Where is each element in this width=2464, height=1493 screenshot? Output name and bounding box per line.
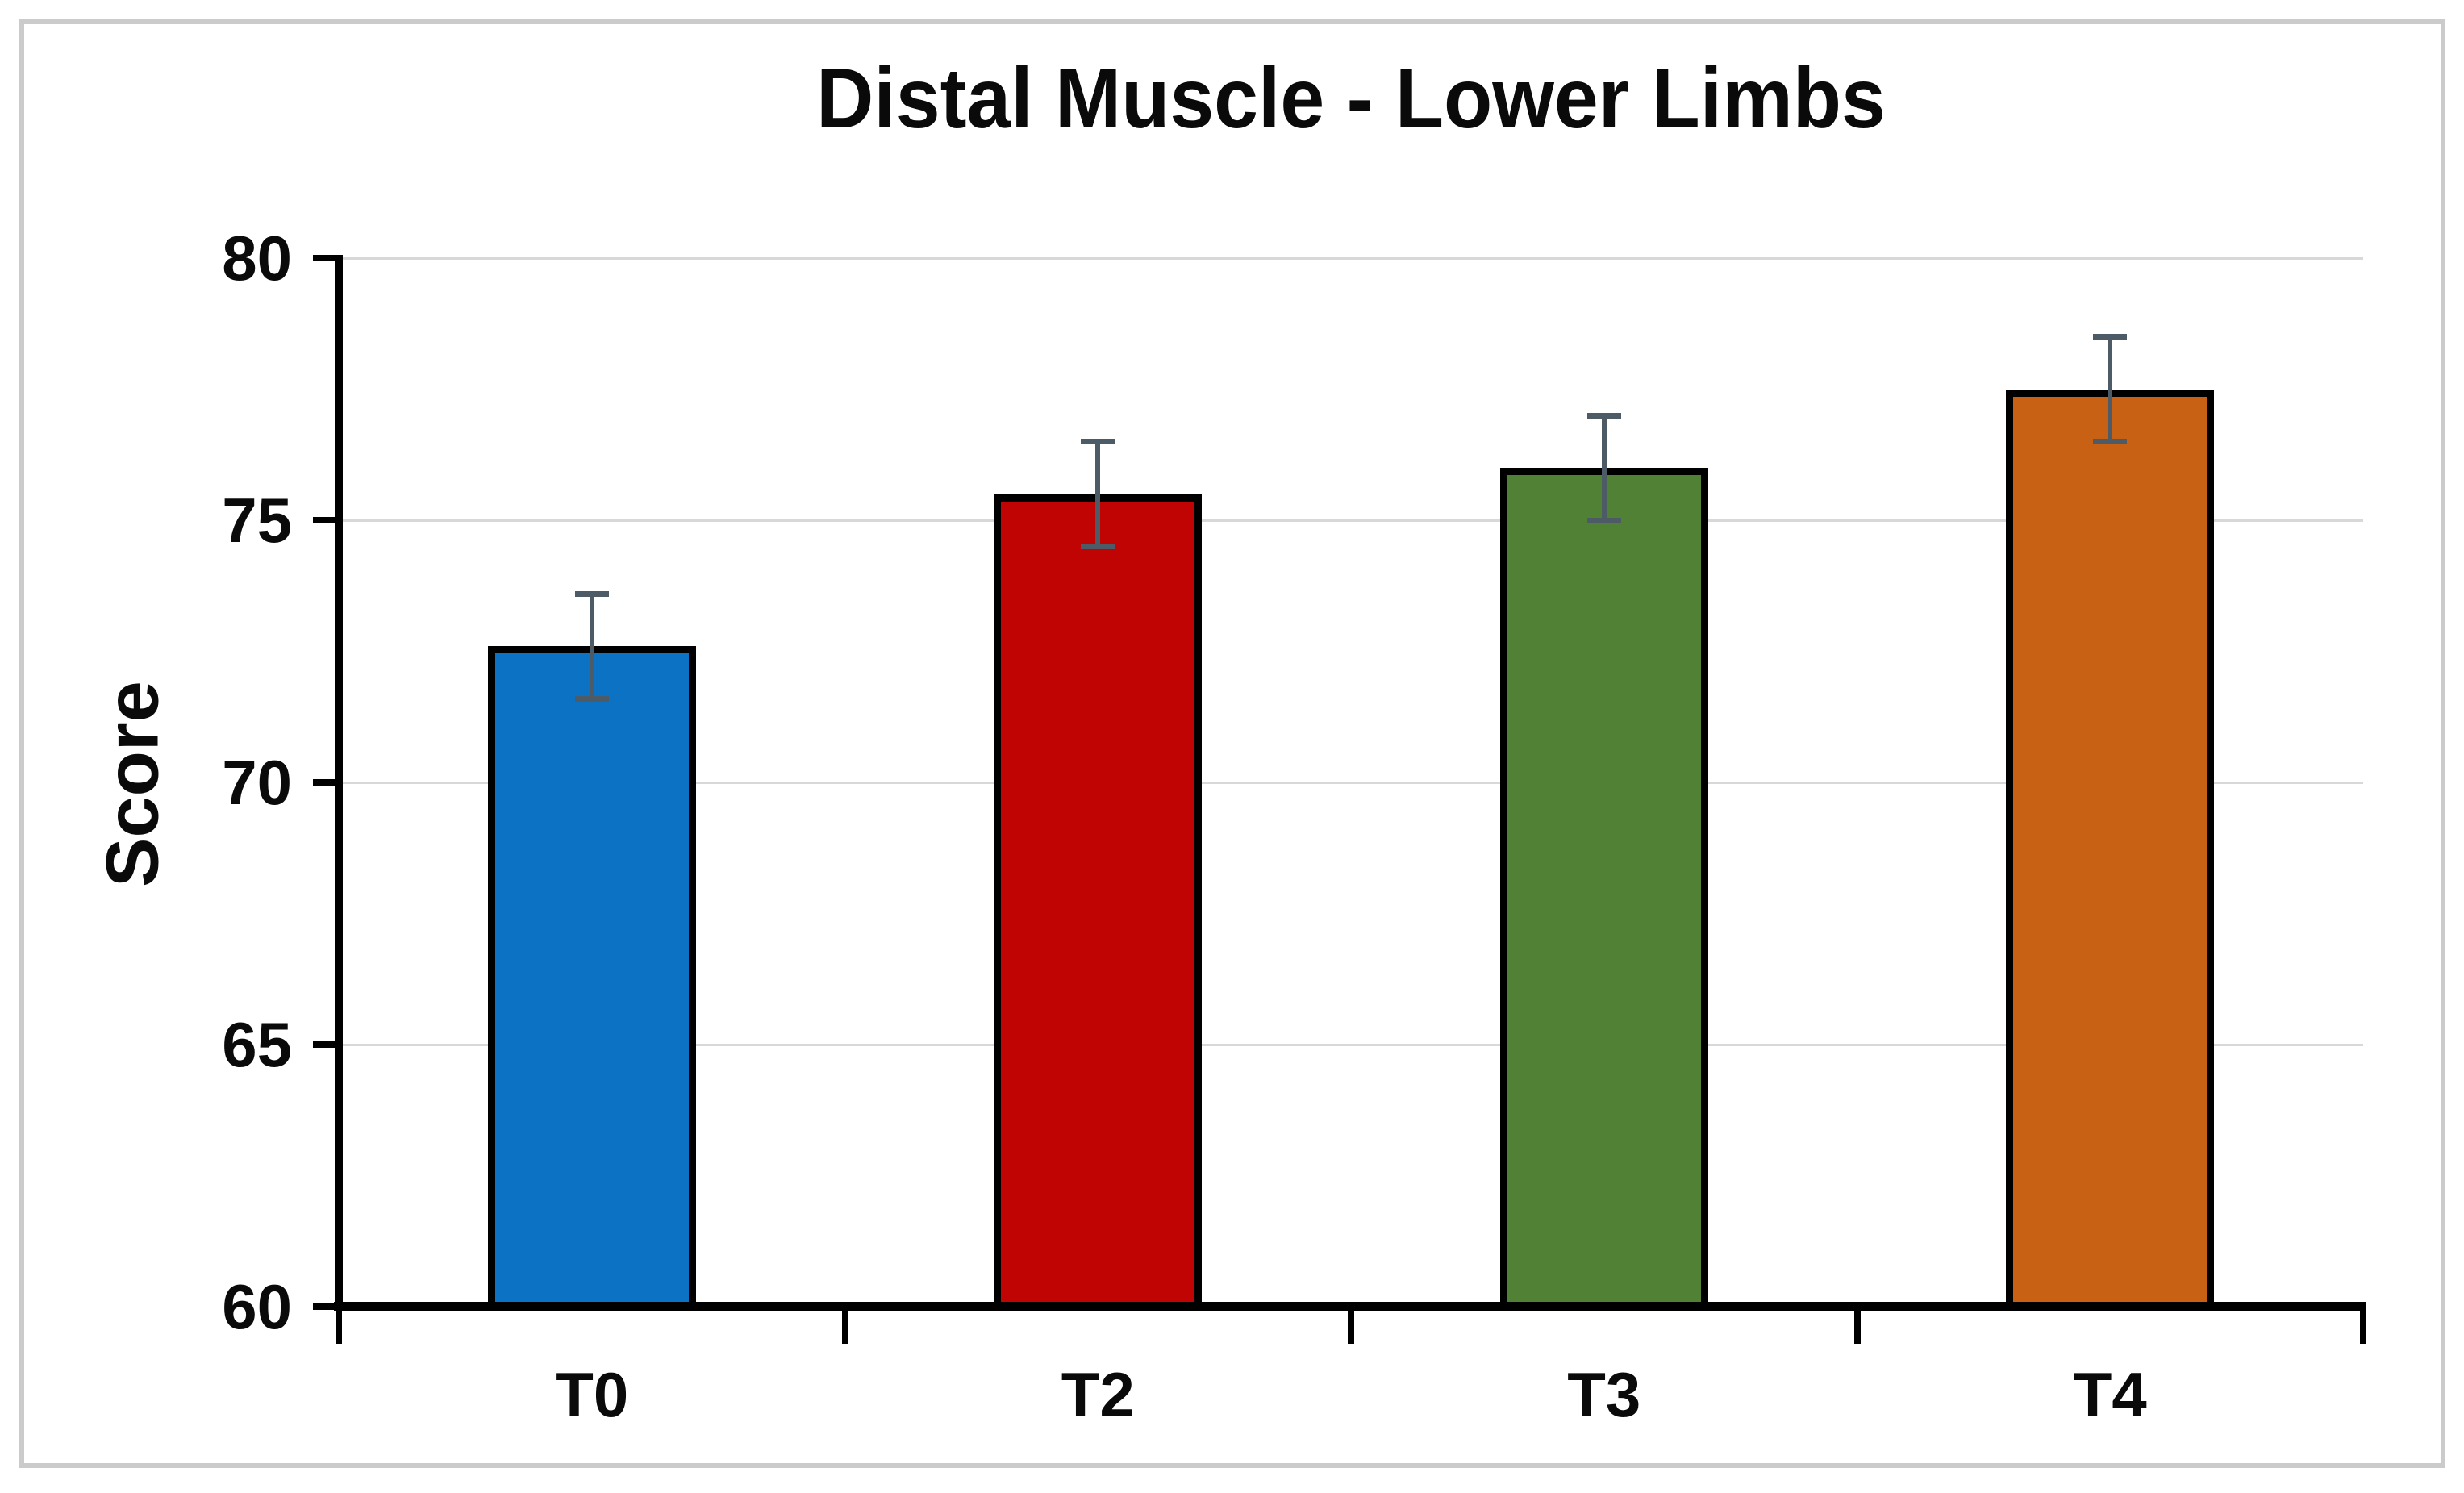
y-tick-label-65: 65 — [222, 1009, 292, 1080]
y-tick-label-60: 60 — [222, 1271, 292, 1342]
x-tick-mark-1 — [841, 1307, 848, 1344]
chart-title: Distal Muscle - Lower Limbs — [816, 51, 1886, 146]
error-bar-cap-bottom-T3 — [1586, 517, 1621, 523]
y-tick-label-70: 70 — [222, 747, 292, 818]
x-tick-label-T3: T3 — [1567, 1359, 1641, 1430]
y-tick-mark-65 — [313, 1041, 335, 1048]
error-bar-T4 — [2108, 336, 2113, 442]
x-tick-label-T4: T4 — [2073, 1359, 2147, 1430]
y-tick-mark-75 — [313, 517, 335, 523]
bar-T4 — [2006, 389, 2215, 1309]
y-tick-label-80: 80 — [222, 223, 292, 294]
y-tick-mark-60 — [313, 1303, 335, 1310]
bar-T3 — [1499, 468, 1708, 1309]
error-bar-cap-bottom-T4 — [2093, 439, 2128, 444]
y-tick-mark-80 — [313, 255, 335, 261]
y-tick-mark-70 — [313, 779, 335, 786]
bar-T2 — [994, 494, 1203, 1309]
x-axis-line — [334, 1302, 2366, 1311]
x-tick-label-T0: T0 — [555, 1359, 629, 1430]
y-axis-line — [335, 255, 343, 1310]
error-bar-cap-bottom-T0 — [574, 695, 609, 702]
x-tick-mark-0 — [336, 1307, 342, 1344]
error-bar-cap-top-T0 — [574, 590, 609, 597]
gridline-75 — [339, 519, 2363, 522]
error-bar-cap-top-T4 — [2093, 334, 2128, 340]
error-bar-T3 — [1601, 415, 1607, 520]
gridline-65 — [339, 1044, 2363, 1046]
bar-T0 — [487, 646, 696, 1309]
gridline-80 — [339, 257, 2363, 260]
error-bar-T2 — [1095, 441, 1101, 547]
x-tick-mark-4 — [2360, 1307, 2366, 1344]
error-bar-cap-bottom-T2 — [1081, 544, 1115, 549]
error-bar-T0 — [589, 594, 594, 699]
y-tick-label-75: 75 — [222, 485, 292, 556]
x-tick-mark-2 — [1348, 1307, 1354, 1344]
x-tick-mark-3 — [1853, 1307, 1861, 1344]
gridline-70 — [339, 782, 2363, 784]
error-bar-cap-top-T2 — [1081, 439, 1115, 444]
error-bar-cap-top-T3 — [1586, 412, 1621, 419]
x-tick-label-T2: T2 — [1061, 1359, 1135, 1430]
